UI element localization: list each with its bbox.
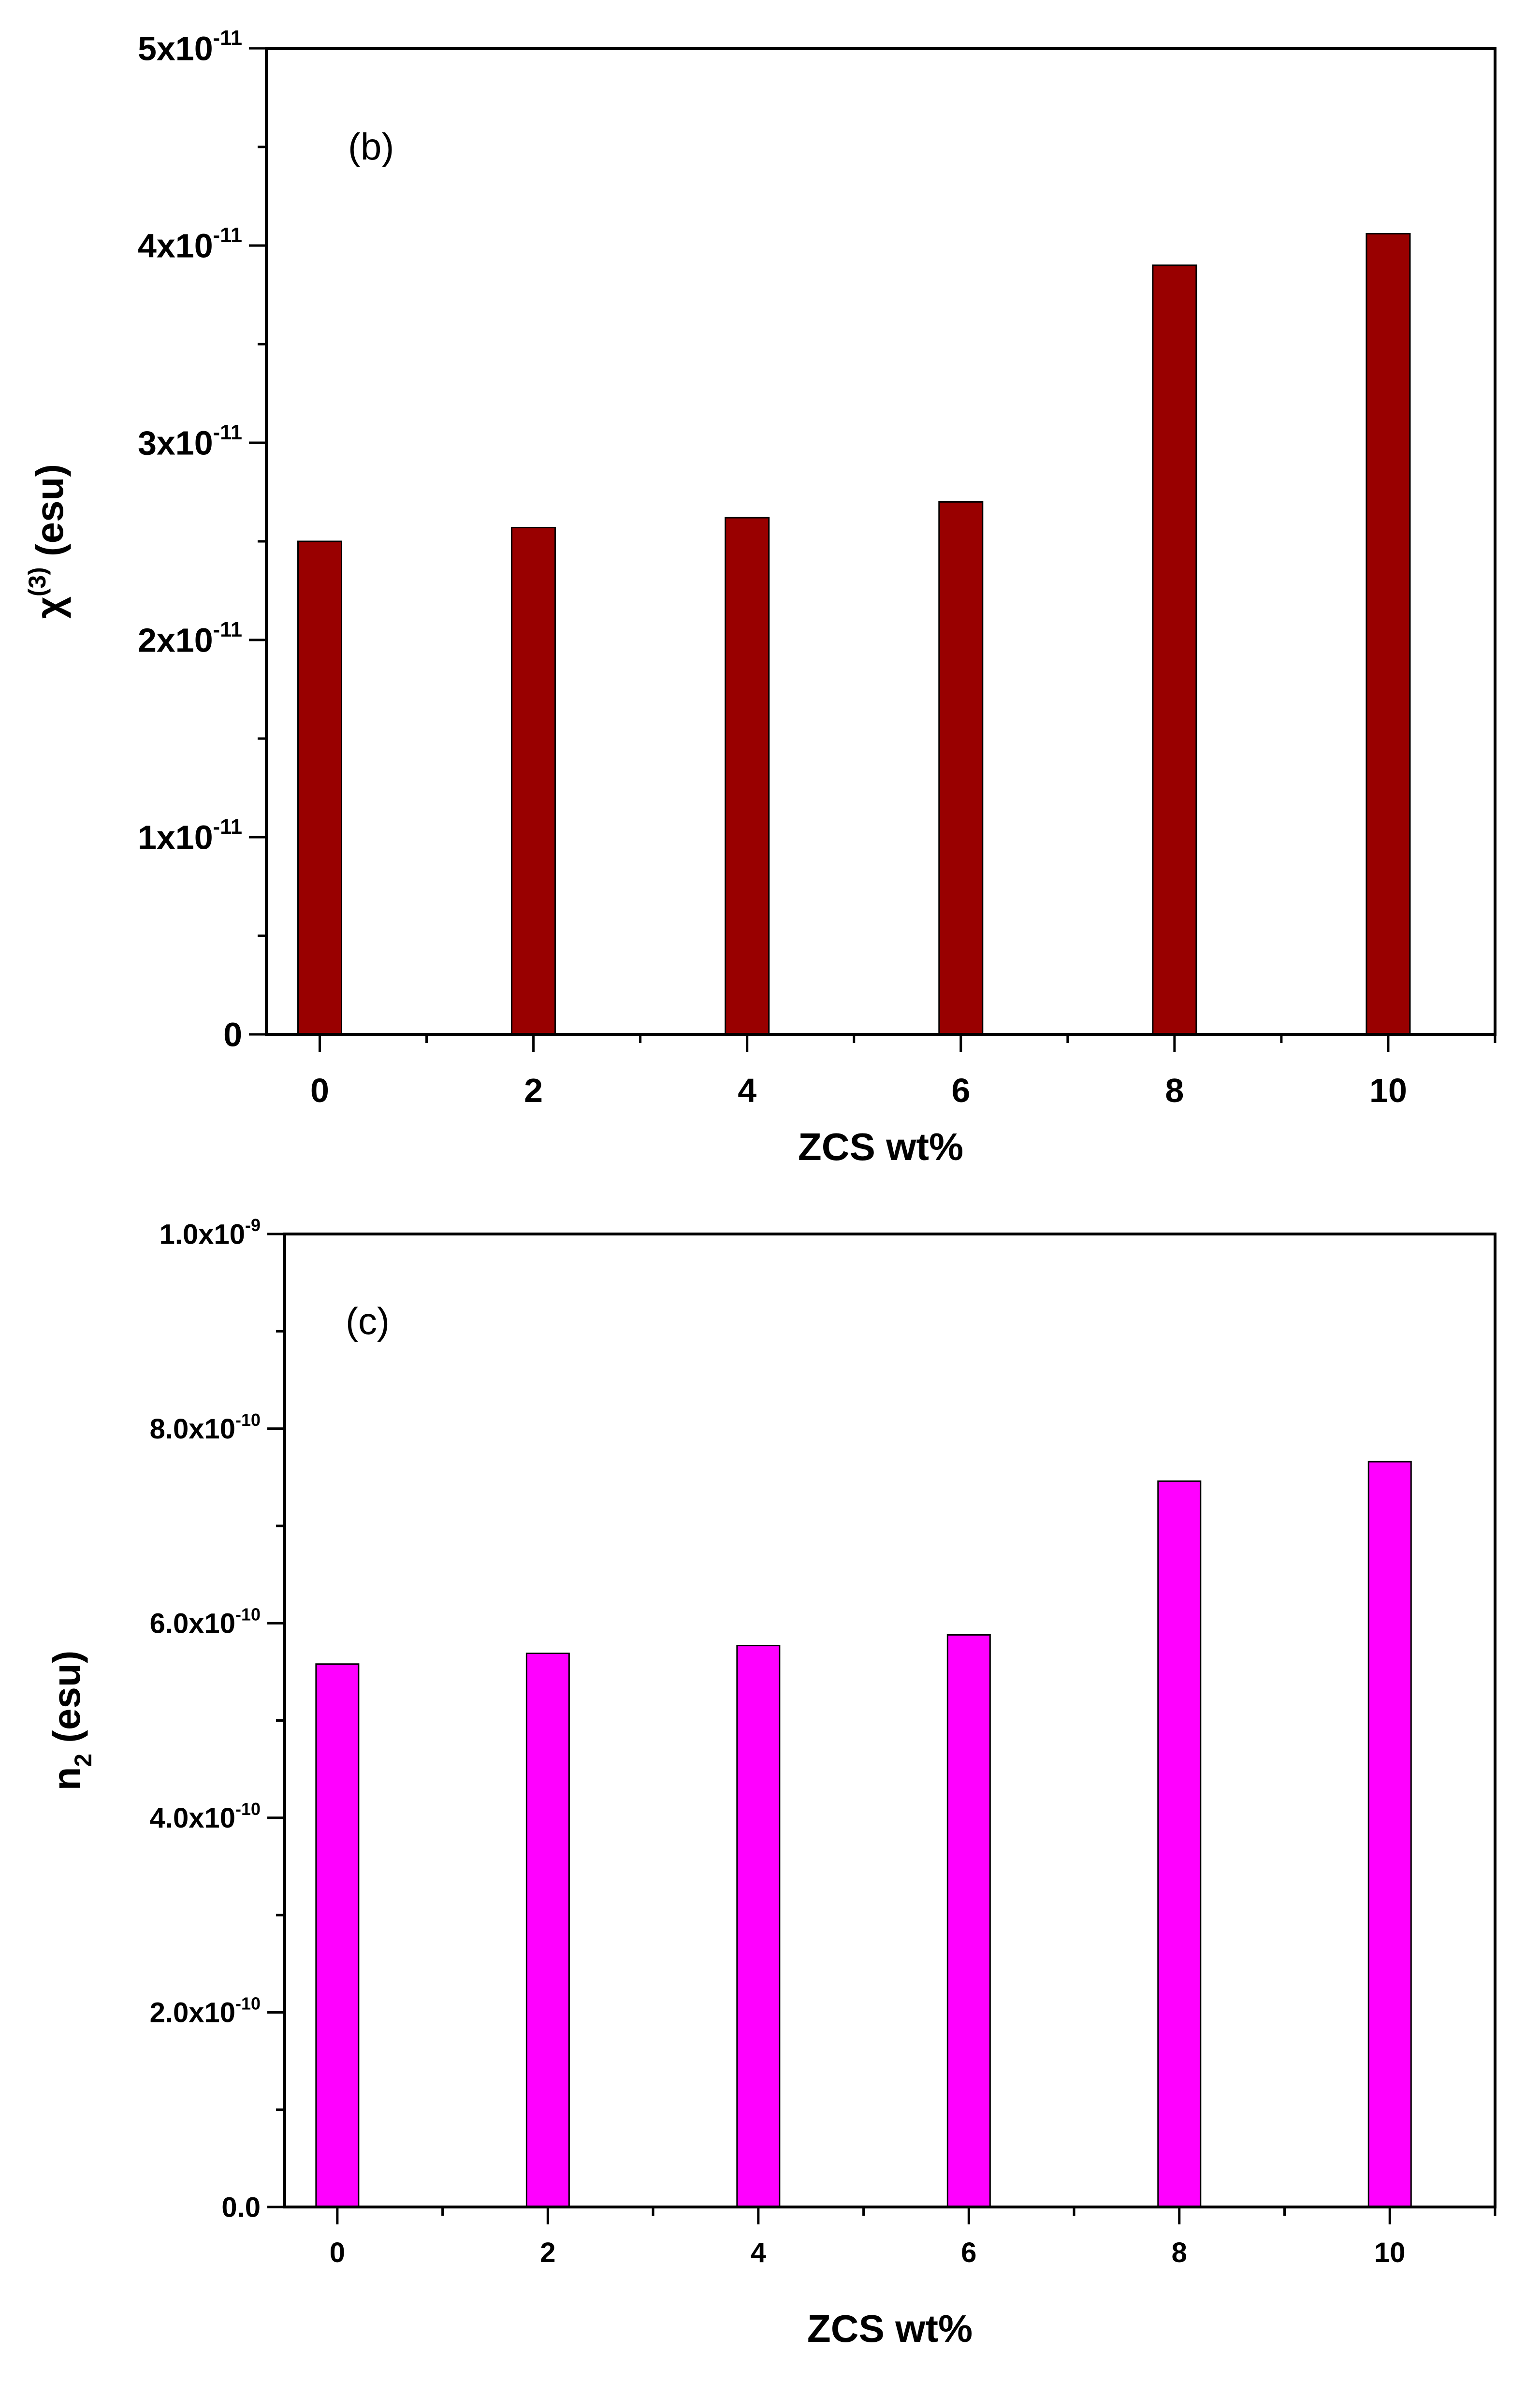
bar-6 — [946, 1634, 991, 2208]
y-tick-label: 3x10-11 — [138, 421, 242, 462]
y-axis-title: n2 (esu) — [45, 1651, 97, 1791]
y-tick-label: 5x10-11 — [138, 27, 242, 68]
x-axis-title: ZCS wt% — [807, 2307, 973, 2350]
plot-frame — [283, 1233, 1496, 2208]
y-tick-label: 0.0 — [221, 2192, 261, 2223]
y-tick-label: 2.0x10-10 — [150, 1994, 261, 2029]
bar-6 — [938, 501, 984, 1035]
panel-label: (c) — [346, 1300, 390, 1342]
bar-0 — [315, 1663, 360, 2208]
x-tick-label: 6 — [961, 2237, 976, 2268]
y-axis-title: χ(3) (esu) — [24, 464, 71, 619]
x-tick-label: 10 — [1374, 2237, 1406, 2268]
bar-10 — [1367, 1461, 1412, 2208]
y-tick-label: 1x10-11 — [138, 815, 242, 857]
y-tick-label: 6.0x10-10 — [150, 1604, 261, 1639]
x-tick-label: 8 — [1165, 1072, 1184, 1109]
x-tick-label: 0 — [310, 1072, 329, 1109]
panel-label: (b) — [348, 125, 394, 168]
chart-panel-1: 0 1x10-11 2x10-11 3x10-11 4x10-11 5x10-11 0 2 4 6… — [24, 27, 1496, 1168]
x-tick-label: 6 — [951, 1072, 970, 1109]
x-axis-title: ZCS wt% — [798, 1125, 963, 1168]
bar-2 — [511, 526, 556, 1035]
bar-8 — [1157, 1480, 1202, 2208]
y-tick-label: 2x10-11 — [138, 618, 242, 659]
x-tick-label: 8 — [1172, 2237, 1187, 2268]
y-tick-label: 4x10-11 — [138, 224, 242, 265]
chart-panel-2: 0.0 2.0x10-10 4.0x10-10 6.0x10-10 8.0x10-10 1… — [45, 1215, 1496, 2350]
bar-10 — [1366, 233, 1411, 1035]
plot-frame — [265, 47, 1496, 1036]
bar-4 — [725, 517, 770, 1035]
bar-8 — [1152, 264, 1197, 1035]
y-tick-label: 4.0x10-10 — [150, 1799, 261, 1834]
x-tick-label: 0 — [330, 2237, 345, 2268]
bar-0 — [297, 540, 343, 1035]
y-tick-label: 8.0x10-10 — [150, 1410, 261, 1445]
x-tick-label: 4 — [751, 2237, 766, 2268]
bar-2 — [525, 1653, 570, 2208]
y-tick-label: 1.0x10-9 — [160, 1215, 261, 1250]
x-tick-label: 2 — [540, 2237, 555, 2268]
x-tick-label: 4 — [738, 1072, 756, 1109]
bar-4 — [736, 1644, 781, 2208]
y-tick-label: 0 — [223, 1016, 242, 1054]
x-tick-label: 10 — [1369, 1072, 1407, 1109]
x-tick-label: 2 — [524, 1072, 543, 1109]
